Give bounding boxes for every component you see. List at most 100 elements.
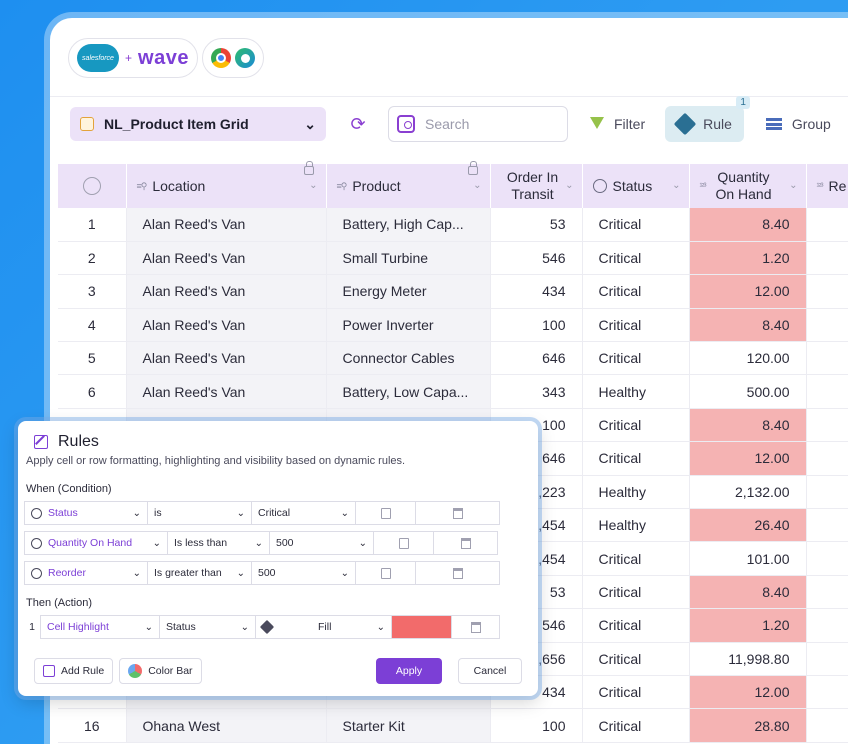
- order-in-transit-cell[interactable]: 100: [490, 308, 583, 343]
- action-type-select[interactable]: Cell Highlight ⌄: [40, 615, 160, 639]
- chevron-down-icon[interactable]: ⌄: [309, 180, 318, 191]
- row-number-cell[interactable]: 2: [58, 241, 127, 276]
- quantity-on-hand-cell[interactable]: 12.00: [689, 441, 807, 476]
- delete-condition-button[interactable]: [434, 531, 498, 555]
- status-cell[interactable]: Critical: [582, 575, 690, 610]
- refresh-icon[interactable]: ⟳: [350, 114, 366, 134]
- select-all-header[interactable]: [58, 164, 127, 208]
- chevron-down-icon[interactable]: ⌄: [789, 180, 798, 191]
- status-cell[interactable]: Critical: [582, 241, 690, 276]
- order-in-transit-cell[interactable]: 53: [490, 208, 583, 242]
- search-input[interactable]: Search: [388, 106, 568, 142]
- location-cell[interactable]: Alan Reed's Van: [126, 274, 327, 309]
- reorder-cell[interactable]: [806, 241, 848, 276]
- status-cell[interactable]: Healthy: [582, 374, 690, 409]
- product-cell[interactable]: Starter Kit: [326, 708, 491, 743]
- column-header-quantity-on-hand[interactable]: ¹²³ Quantity On Hand ⌄: [689, 164, 807, 208]
- filter-button[interactable]: Filter: [590, 106, 645, 142]
- chevron-down-icon[interactable]: ⌄: [473, 180, 482, 191]
- status-cell[interactable]: Critical: [582, 441, 690, 476]
- add-rule-button[interactable]: Add Rule: [34, 658, 114, 684]
- apply-button[interactable]: Apply: [376, 658, 442, 684]
- select-all-checkbox[interactable]: [82, 177, 101, 195]
- status-cell[interactable]: Critical: [582, 642, 690, 676]
- order-in-transit-cell[interactable]: 343: [490, 374, 583, 409]
- location-cell[interactable]: Alan Reed's Van: [126, 374, 327, 409]
- color-swatch[interactable]: [392, 615, 452, 639]
- quantity-on-hand-cell[interactable]: 8.40: [689, 208, 807, 242]
- condition-field-select[interactable]: Reorder ⌄: [24, 561, 148, 585]
- reorder-cell[interactable]: [806, 408, 848, 443]
- quantity-on-hand-cell[interactable]: 12.00: [689, 675, 807, 710]
- quantity-on-hand-cell[interactable]: 8.40: [689, 308, 807, 343]
- reorder-cell[interactable]: [806, 541, 848, 576]
- reorder-cell[interactable]: [806, 341, 848, 376]
- reorder-cell[interactable]: [806, 374, 848, 409]
- quantity-on-hand-cell[interactable]: 12.00: [689, 274, 807, 309]
- reorder-cell[interactable]: [806, 475, 848, 510]
- status-cell[interactable]: Critical: [582, 608, 690, 643]
- reorder-cell[interactable]: [806, 441, 848, 476]
- quantity-on-hand-cell[interactable]: 8.40: [689, 408, 807, 443]
- product-cell[interactable]: Battery, High Cap...: [326, 208, 491, 242]
- table-row[interactable]: 3 Alan Reed's Van Energy Meter 434 Critical 1…: [58, 274, 848, 309]
- delete-action-button[interactable]: [452, 615, 500, 639]
- product-cell[interactable]: Energy Meter: [326, 274, 491, 309]
- chevron-down-icon[interactable]: ⌄: [565, 180, 574, 191]
- quantity-on-hand-cell[interactable]: 120.00: [689, 341, 807, 376]
- location-cell[interactable]: Alan Reed's Van: [126, 341, 327, 376]
- column-header-location[interactable]: ≡⚲ Location ⌄: [126, 161, 327, 208]
- product-cell[interactable]: Power Inverter: [326, 308, 491, 343]
- color-bar-button[interactable]: Color Bar: [119, 658, 202, 684]
- quantity-on-hand-cell[interactable]: 28.80: [689, 708, 807, 743]
- status-cell[interactable]: Critical: [582, 541, 690, 576]
- quantity-on-hand-cell[interactable]: 500.00: [689, 374, 807, 409]
- condition-field-select[interactable]: Status ⌄: [24, 501, 148, 525]
- reorder-cell[interactable]: [806, 274, 848, 309]
- order-in-transit-cell[interactable]: 646: [490, 341, 583, 376]
- reorder-cell[interactable]: [806, 642, 848, 676]
- table-row[interactable]: 4 Alan Reed's Van Power Inverter 100 Critica…: [58, 308, 848, 343]
- reorder-cell[interactable]: [806, 508, 848, 543]
- reorder-cell[interactable]: [806, 575, 848, 610]
- status-cell[interactable]: Critical: [582, 408, 690, 443]
- location-cell[interactable]: Ohana West: [126, 708, 327, 743]
- row-number-cell[interactable]: 4: [58, 308, 127, 343]
- quantity-on-hand-cell[interactable]: 1.20: [689, 241, 807, 276]
- delete-condition-button[interactable]: [416, 561, 500, 585]
- column-header-order-in-transit[interactable]: Order In Transit ⌄: [490, 164, 583, 208]
- product-cell[interactable]: Connector Cables: [326, 341, 491, 376]
- condition-value-select[interactable]: Critical ⌄: [252, 501, 356, 525]
- reorder-cell[interactable]: [806, 708, 848, 743]
- table-row[interactable]: 1 Alan Reed's Van Battery, High Cap... 53 Cr…: [58, 208, 848, 242]
- column-header-status[interactable]: Status ⌄: [582, 164, 690, 208]
- quantity-on-hand-cell[interactable]: 8.40: [689, 575, 807, 610]
- copy-condition-button[interactable]: [356, 501, 416, 525]
- location-cell[interactable]: Alan Reed's Van: [126, 241, 327, 276]
- table-row[interactable]: 6 Alan Reed's Van Battery, Low Capa... 343 H…: [58, 374, 848, 409]
- quantity-on-hand-cell[interactable]: 26.40: [689, 508, 807, 543]
- status-cell[interactable]: Critical: [582, 274, 690, 309]
- quantity-on-hand-cell[interactable]: 2,132.00: [689, 475, 807, 510]
- column-header-product[interactable]: ≡⚲ Product ⌄: [326, 161, 491, 208]
- reorder-cell[interactable]: [806, 308, 848, 343]
- rule-button[interactable]: Rule 1: [665, 96, 750, 142]
- status-cell[interactable]: Critical: [582, 675, 690, 710]
- row-number-cell[interactable]: 1: [58, 208, 127, 242]
- copy-condition-button[interactable]: [356, 561, 416, 585]
- grid-selector[interactable]: NL_Product Item Grid ⌄: [70, 107, 326, 141]
- location-cell[interactable]: Alan Reed's Van: [126, 308, 327, 343]
- product-cell[interactable]: Battery, Low Capa...: [326, 374, 491, 409]
- action-mode-select[interactable]: Fill ⌄: [256, 615, 392, 639]
- status-cell[interactable]: Healthy: [582, 508, 690, 543]
- product-cell[interactable]: Small Turbine: [326, 241, 491, 276]
- condition-value-select[interactable]: 500 ⌄: [270, 531, 374, 555]
- row-number-cell[interactable]: 3: [58, 274, 127, 309]
- quantity-on-hand-cell[interactable]: 11,998.80: [689, 642, 807, 676]
- copy-condition-button[interactable]: [374, 531, 434, 555]
- status-cell[interactable]: Critical: [582, 308, 690, 343]
- order-in-transit-cell[interactable]: 546: [490, 241, 583, 276]
- quantity-on-hand-cell[interactable]: 1.20: [689, 608, 807, 643]
- group-button[interactable]: Group: [765, 106, 831, 142]
- row-number-cell[interactable]: 16: [58, 708, 127, 743]
